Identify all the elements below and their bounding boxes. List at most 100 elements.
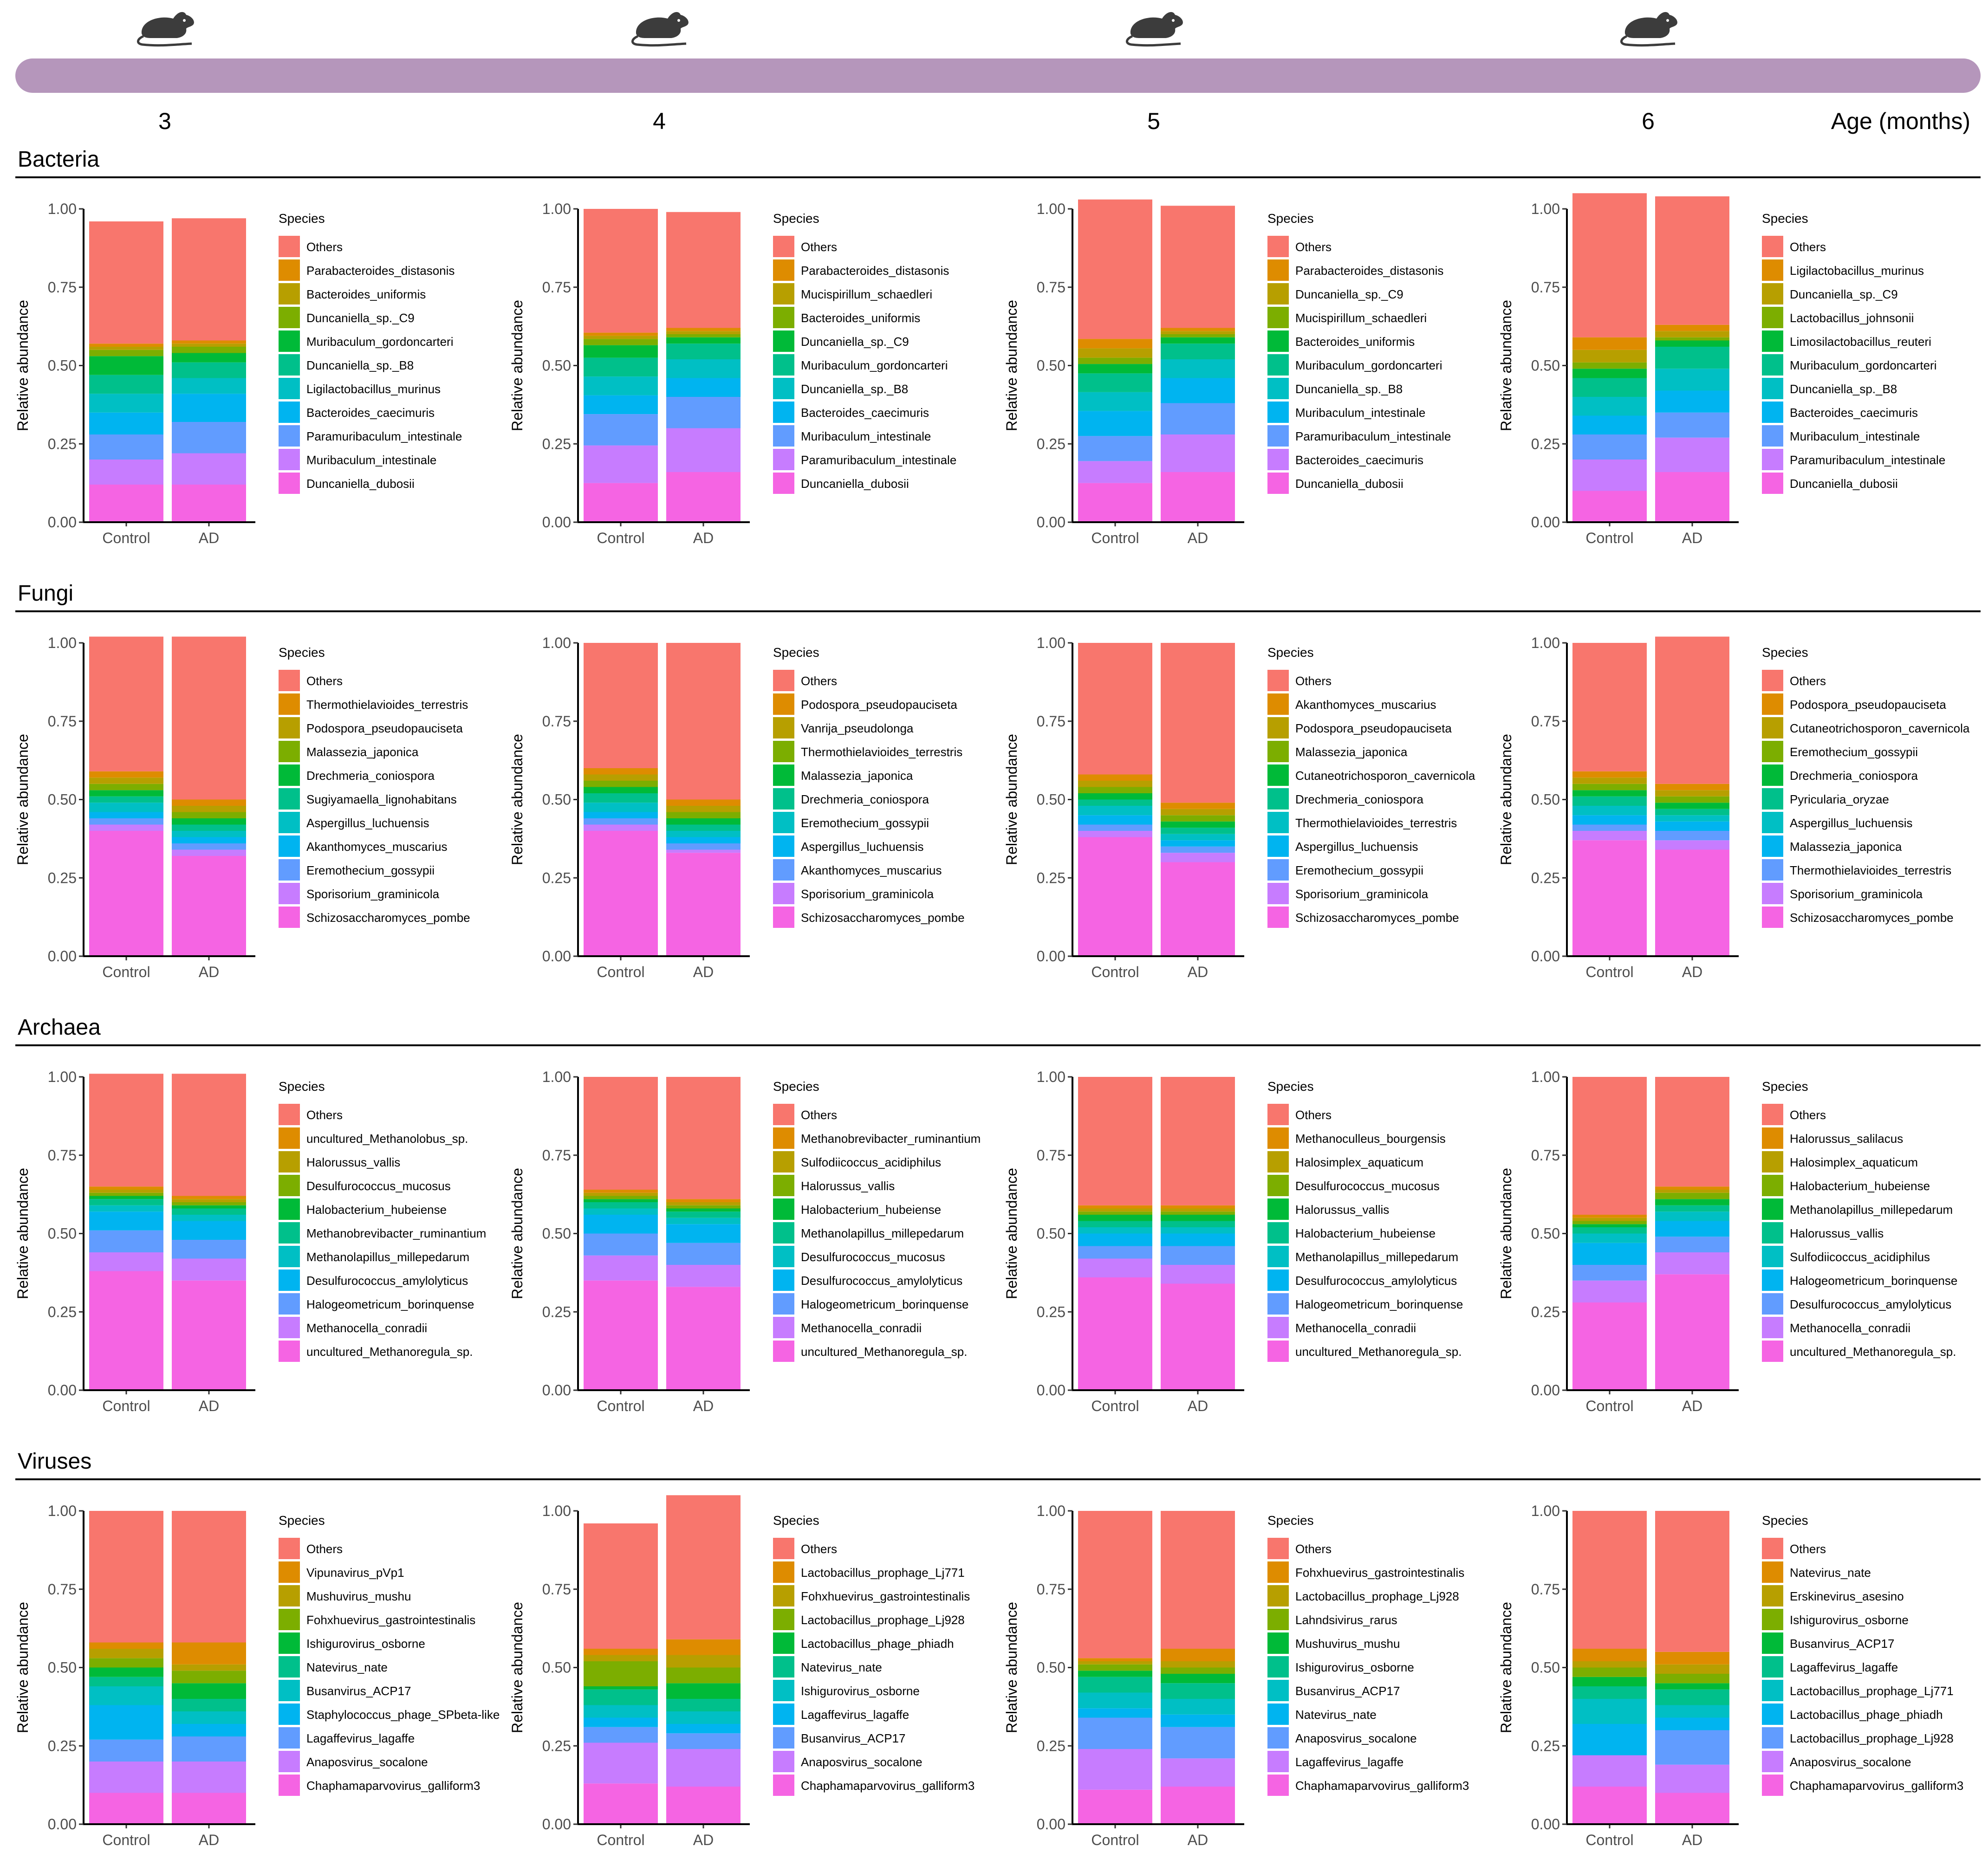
y-tick-label: 0.75 <box>542 279 571 296</box>
bar-segment-Ishigurovirus_osborne <box>89 1667 163 1677</box>
bar-segment-Duncaniella_sp._B8 <box>666 359 741 378</box>
legend-label: Natevirus_nate <box>1295 1708 1377 1722</box>
bar-segment-Duncaniella_sp._B8 <box>1572 397 1647 416</box>
legend-label: Drechmeria_coniospora <box>306 769 435 783</box>
bar-segment-Cutaneotrichosporon_cavernicola <box>1655 790 1729 797</box>
legend-swatch <box>1267 717 1289 738</box>
x-tick-label: AD <box>1188 1398 1208 1414</box>
bar-segment-Akanthomyces_muscarius <box>584 818 658 825</box>
x-tick-label: AD <box>199 530 219 546</box>
legend-swatch <box>1762 1341 1783 1362</box>
bar-segment-Muribaculum_gordoncarteri <box>584 357 658 377</box>
legend-label: Aspergillus_luchuensis <box>801 840 923 854</box>
bar-segment-Bacteroides_caecimuris <box>666 378 741 397</box>
legend-swatch <box>1762 907 1783 928</box>
legend-label: Malassezia_japonica <box>306 745 419 759</box>
legend-swatch <box>1267 1585 1289 1606</box>
bar-segment-Methanobrevibacter_ruminantium <box>172 1208 246 1215</box>
legend-swatch <box>773 283 794 304</box>
legend-title: Species <box>1762 645 1808 660</box>
legend-label: Malassezia_japonica <box>1295 745 1408 759</box>
y-tick-label: 0.50 <box>48 1225 77 1242</box>
bar-segment-Bacteroides_caecimuris <box>172 394 246 422</box>
bar-segment-Parabacteroides_distasonis <box>172 340 246 344</box>
legend-label: Chaphamaparvovirus_galliform3 <box>801 1779 975 1793</box>
y-tick-label: 0.75 <box>1037 713 1065 730</box>
legend-label: Chaphamaparvovirus_galliform3 <box>1790 1779 1963 1793</box>
y-axis-label: Relative abundance <box>14 1602 31 1733</box>
x-tick-label: Control <box>1585 1398 1633 1414</box>
legend-swatch <box>773 1656 794 1678</box>
legend-swatch <box>1267 1656 1289 1678</box>
y-tick-label: 1.00 <box>1531 1503 1560 1519</box>
x-tick-label: Control <box>597 964 644 980</box>
y-tick-label: 0.50 <box>48 357 77 374</box>
bar-segment-Vanrija_pseudolonga <box>666 806 741 812</box>
x-tick-label: Control <box>597 530 644 546</box>
bar-segment-Malassezia_japonica <box>1078 787 1152 793</box>
legend-label: Busanvirus_ACP17 <box>801 1731 905 1745</box>
bar-segment-Akanthomyces_muscarius <box>172 837 246 843</box>
legend-label: Cutaneotrichosporon_cavernicola <box>1790 721 1970 735</box>
bar-segment-Desulfurococcus_mucosus <box>1161 1211 1235 1215</box>
legend-label: Ligilactobacillus_murinus <box>306 382 441 396</box>
bar-segment-Aspergillus_luchuensis <box>1572 806 1647 816</box>
legend-label: Duncaniella_sp._C9 <box>801 335 909 349</box>
legend-label: Vanrija_pseudolonga <box>801 721 914 735</box>
bar-segment-Pyricularia_oryzae <box>1572 796 1647 806</box>
bar-segment-Malassezia_japonica <box>1161 815 1235 822</box>
legend-label: Thermothielavioides_terrestris <box>1790 863 1951 877</box>
y-tick-label: 1.00 <box>1037 635 1065 651</box>
legend-label: Others <box>801 1542 837 1556</box>
x-tick-label: Control <box>1091 1832 1139 1848</box>
bar-segment-Busanvirus_ACP17 <box>1161 1699 1235 1715</box>
legend-label: Bacteroides_uniformis <box>306 287 426 301</box>
bar-segment-Chaphamaparvovirus_galliform3 <box>1655 1793 1729 1824</box>
legend-label: Muribaculum_intestinale <box>801 429 931 443</box>
legend-label: Thermothielavioides_terrestris <box>306 698 468 712</box>
chart-fungi-5: Control AD 0.00 0.25 0.50 0.75 1.00 Relative ab… <box>1003 635 1475 980</box>
bar-segment-Akanthomyces_muscarius <box>89 812 163 818</box>
legend-label: Others <box>1790 674 1826 688</box>
legend-swatch <box>279 836 300 857</box>
section-rule <box>15 1478 1981 1480</box>
bar-segment-Others <box>89 1511 163 1643</box>
y-axis-label: Relative abundance <box>1003 1602 1020 1733</box>
bar-segment-Paramuribaculum_intestinale <box>1655 437 1729 472</box>
legend-swatch <box>773 1151 794 1172</box>
bar-segment-Lactobacillus_phage_phiadh <box>1572 1724 1647 1755</box>
legend-title: Species <box>773 1513 819 1528</box>
bar-segment-Lagaffevirus_lagaffe <box>1161 1758 1235 1787</box>
legend-label: Parabacteroides_distasonis <box>801 264 949 278</box>
bar-segment-Others <box>1572 1511 1647 1649</box>
legend-title: Species <box>773 645 819 660</box>
legend-label: Busanvirus_ACP17 <box>306 1684 411 1698</box>
legend-label: Muribaculum_intestinale <box>1790 429 1920 443</box>
legend-label: Desulfurococcus_amylolyticus <box>306 1274 468 1288</box>
legend-swatch <box>773 693 794 715</box>
bar-segment-Duncaniella_dubosii <box>89 485 163 522</box>
bar-segment-Desulfurococcus_amylolyticus <box>89 1211 163 1231</box>
bar-segment-Podospora_pseudopauciseta <box>1572 771 1647 778</box>
bar-segment-Lactobacillus_phage_phiadh <box>1655 1717 1729 1730</box>
legend-label: Methanocella_conradii <box>1295 1321 1416 1335</box>
legend-swatch <box>773 1270 794 1291</box>
bar-segment-Duncaniella_sp._C9 <box>1161 331 1235 334</box>
legend-swatch <box>1762 1151 1783 1172</box>
legend-label: Erskinevirus_asesino <box>1790 1589 1904 1603</box>
legend-label: Others <box>801 1108 837 1122</box>
x-tick-label: AD <box>199 1832 219 1848</box>
legend-label: Others <box>1790 240 1826 254</box>
legend-swatch <box>279 425 300 447</box>
age-axis-label: Age (months) <box>1831 108 1970 134</box>
bar-segment-Paramuribaculum_intestinale <box>666 428 741 472</box>
legend-label: Natevirus_nate <box>801 1660 882 1674</box>
legend-label: Halorussus_vallis <box>1790 1226 1884 1240</box>
bar-segment-Paramuribaculum_intestinale <box>1161 403 1235 434</box>
bar-segment-Duncaniella_sp._C9 <box>172 347 246 353</box>
legend-swatch <box>773 1198 794 1220</box>
bar-segment-Duncaniella_sp._C9 <box>1655 331 1729 337</box>
legend-swatch <box>773 1585 794 1606</box>
x-tick-label: AD <box>693 964 714 980</box>
bar-segment-Malassezia_japonica <box>666 818 741 825</box>
